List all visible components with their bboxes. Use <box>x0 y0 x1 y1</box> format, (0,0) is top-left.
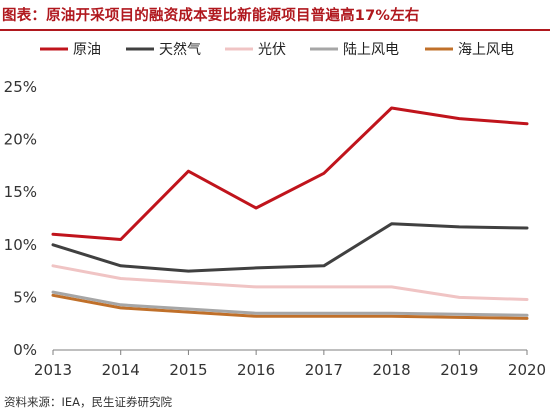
title-divider <box>0 29 550 31</box>
legend-label: 光伏 <box>258 42 286 58</box>
line-chart: 原油 天然气 光伏 陆上风电 海上风电 2013 2014 2015 2016 2017 2018… <box>4 41 546 379</box>
source-note: 资料来源：IEA，民生证券研究院 <box>4 395 173 409</box>
legend-item: 原油 <box>40 42 101 58</box>
legend-item: 陆上风电 <box>310 42 399 58</box>
series-line-陆上风电 <box>51 290 529 317</box>
x-tick-label: 2020 <box>508 361 546 379</box>
x-tick-label: 2019 <box>440 361 478 379</box>
x-tick-label: 2014 <box>102 361 140 379</box>
y-tick-label: 20% <box>4 131 37 149</box>
chart-series <box>51 106 529 320</box>
legend-label: 海上风电 <box>458 42 514 58</box>
chart-legend: 原油 天然气 光伏 陆上风电 海上风电 <box>40 41 514 58</box>
x-tick-label: 2018 <box>372 361 410 379</box>
y-tick-label: 5% <box>13 288 37 306</box>
series-line-光伏 <box>51 264 529 301</box>
chart-title: 图表：原油开采项目的融资成本要比新能源项目普遍高17%左右 <box>2 8 420 24</box>
series-line-海上风电 <box>51 293 529 320</box>
legend-item: 光伏 <box>225 42 286 58</box>
x-tick-label: 2016 <box>237 361 275 379</box>
y-tick-label: 0% <box>13 341 37 359</box>
y-tick-label: 10% <box>4 236 37 254</box>
legend-label: 原油 <box>73 42 101 58</box>
series-line-原油 <box>51 106 529 241</box>
chart-axes: 2013 2014 2015 2016 2017 2018 2019 2020 0% 5% 10% 1… <box>4 78 546 379</box>
y-tick-label: 25% <box>4 78 37 96</box>
legend-label: 陆上风电 <box>343 42 399 58</box>
y-tick-label: 15% <box>4 183 37 201</box>
legend-item: 天然气 <box>126 41 201 58</box>
legend-label: 天然气 <box>159 41 201 58</box>
legend-item: 海上风电 <box>425 42 514 58</box>
x-tick-label: 2015 <box>169 361 207 379</box>
x-tick-label: 2013 <box>34 361 72 379</box>
series-line-天然气 <box>51 222 529 273</box>
x-tick-label: 2017 <box>305 361 343 379</box>
title-bar: 图表：原油开采项目的融资成本要比新能源项目普遍高17%左右 <box>0 0 550 31</box>
